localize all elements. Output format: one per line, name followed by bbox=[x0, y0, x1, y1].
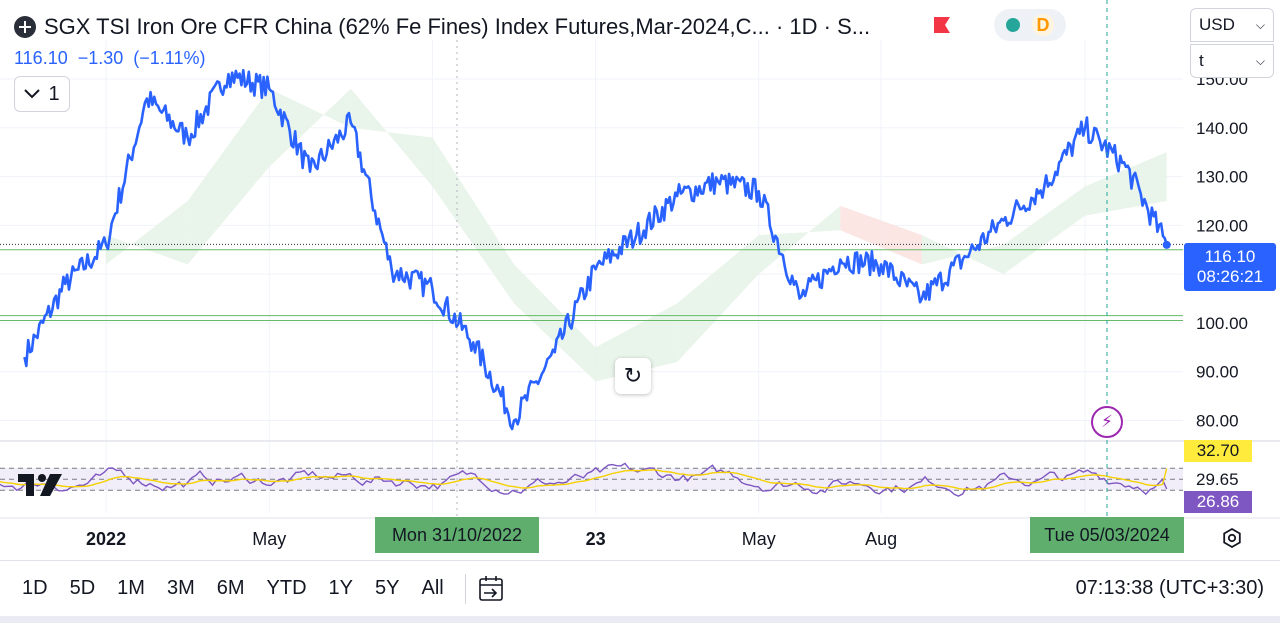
unit-value: t bbox=[1199, 51, 1204, 70]
rsi-value-label: 26.86 bbox=[1184, 491, 1252, 513]
cloud-segment bbox=[106, 200, 188, 265]
last-price: 116.10 bbox=[14, 48, 68, 68]
currency-select[interactable]: USD ⌵ bbox=[1190, 8, 1274, 42]
data-delay-badge: D bbox=[1032, 14, 1054, 36]
unit-select[interactable]: t ⌵ bbox=[1190, 44, 1274, 78]
market-open-dot bbox=[1006, 18, 1020, 32]
x-tick-label: 2022 bbox=[86, 529, 126, 549]
chart-header: SGX TSI Iron Ore CFR China (62% Fe Fines… bbox=[14, 10, 870, 44]
last-price-dot bbox=[1162, 240, 1171, 249]
gear-icon[interactable] bbox=[1220, 526, 1244, 550]
flag-icon[interactable] bbox=[932, 15, 952, 35]
cloud-segment bbox=[269, 88, 351, 167]
horizontal-levels bbox=[0, 243, 1183, 321]
cloud-segment bbox=[1085, 152, 1167, 216]
chart-title[interactable]: SGX TSI Iron Ore CFR China (62% Fe Fines… bbox=[44, 14, 871, 39]
indicators-collapse-button[interactable]: 1 bbox=[14, 76, 70, 112]
ichimoku-cloud bbox=[106, 88, 1167, 382]
chevron-down-icon: ⌵ bbox=[1255, 53, 1265, 68]
range-5d-button[interactable]: 5D bbox=[69, 577, 96, 599]
crosshair-date-label: Mon 31/10/2022 bbox=[375, 517, 539, 553]
range-5y-button[interactable]: 5Y bbox=[375, 577, 400, 599]
y-tick-label: 120.00 bbox=[1196, 216, 1248, 235]
chevron-down-icon bbox=[24, 89, 41, 99]
cloud-segment bbox=[758, 205, 841, 275]
bottom-toolbar: 1D 5D 1M 3M 6M YTD 1Y 5Y All 07:13:38 (U… bbox=[0, 560, 1280, 616]
cloud-segment bbox=[677, 235, 759, 362]
indicator-count: 1 bbox=[48, 82, 60, 105]
last-price-label: 116.10 08:26:21 bbox=[1184, 243, 1276, 291]
timezone-clock[interactable]: 07:13:38 (UTC+3:30) bbox=[1075, 577, 1264, 599]
range-ytd-button[interactable]: YTD bbox=[266, 577, 307, 599]
market-status-pill[interactable]: D bbox=[994, 9, 1066, 41]
x-tick-label: Aug bbox=[865, 529, 897, 549]
range-all-button[interactable]: All bbox=[421, 577, 444, 599]
symbol-icon[interactable] bbox=[14, 16, 36, 38]
crosshair bbox=[456, 0, 1108, 518]
chart-grid bbox=[0, 40, 1280, 519]
reset-chart-button[interactable]: ↻ bbox=[615, 358, 651, 394]
cloud-segment bbox=[513, 264, 596, 382]
cloud-segment bbox=[921, 235, 1004, 275]
rsi-ma-line bbox=[0, 468, 1168, 490]
y-tick-label: 90.00 bbox=[1196, 363, 1239, 382]
last-price-value: 116.10 bbox=[1204, 247, 1256, 266]
price-line bbox=[23, 68, 1168, 431]
bottom-strip bbox=[0, 616, 1280, 623]
reset-icon: ↻ bbox=[623, 363, 643, 388]
bar-countdown: 08:26:21 bbox=[1196, 267, 1264, 286]
rsi-pane bbox=[0, 462, 1183, 497]
price-change-pct: (−1.11%) bbox=[133, 48, 206, 68]
cloud-segment bbox=[350, 88, 433, 187]
y-tick-label: 140.00 bbox=[1196, 119, 1248, 138]
x-tick-label: 23 bbox=[586, 529, 606, 549]
cloud-segment bbox=[1003, 186, 1086, 275]
cloud-segment bbox=[187, 88, 270, 265]
y-tick-label: 130.00 bbox=[1196, 168, 1248, 187]
x-tick-label: May bbox=[742, 529, 776, 549]
x-tick-label: May bbox=[252, 529, 286, 549]
y-tick-label: 100.00 bbox=[1196, 314, 1248, 333]
range-3m-button[interactable]: 3M bbox=[166, 577, 195, 599]
range-1d-button[interactable]: 1D bbox=[22, 577, 48, 599]
lightning-alert-button[interactable]: ⚡ bbox=[1091, 406, 1123, 438]
currency-value: USD bbox=[1199, 15, 1235, 34]
chevron-down-icon: ⌵ bbox=[1255, 17, 1265, 32]
range-1y-button[interactable]: 1Y bbox=[328, 577, 354, 599]
price-summary: 116.10 −1.30 (−1.11%) bbox=[14, 48, 205, 69]
price-change: −1.30 bbox=[77, 48, 124, 68]
range-1m-button[interactable]: 1M bbox=[117, 577, 145, 599]
price-series bbox=[23, 68, 1171, 431]
toolbar-divider bbox=[464, 573, 466, 604]
rsi-mid-label: 29.65 bbox=[1196, 470, 1239, 489]
rsi-ma-label: 32.70 bbox=[1184, 440, 1252, 462]
cloud-segment bbox=[432, 137, 514, 304]
range-6m-button[interactable]: 6M bbox=[216, 577, 245, 599]
lightning-icon: ⚡ bbox=[1101, 412, 1113, 431]
crosshair-date-label: Tue 05/03/2024 bbox=[1030, 517, 1184, 553]
calendar-arrow-icon[interactable] bbox=[476, 574, 506, 604]
y-tick-label: 80.00 bbox=[1196, 411, 1239, 430]
tradingview-logo[interactable] bbox=[16, 470, 66, 500]
